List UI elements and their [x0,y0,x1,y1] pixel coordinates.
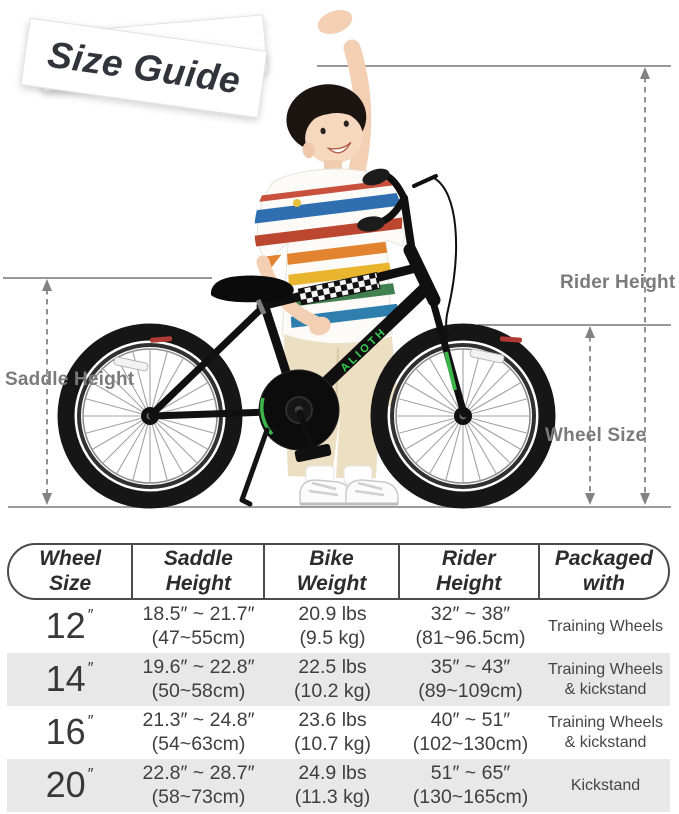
table-row: 20 ″ 22.8″ ~ 28.7″ (58~73cm) 24.9 lbs (11… [7,759,670,812]
rider-height-value: 32″ ~ 38″ (81~96.5cm) [415,602,526,649]
table-row: 14 ″ 19.6″ ~ 22.8″ (50~58cm) 22.5 lbs (10… [7,653,670,706]
child-ear [302,142,315,159]
saddle-height-value: 21.3″ ~ 24.8″ (54~63cm) [142,708,255,755]
page-title: Size Guide [45,33,244,102]
inch-mark: ″ [87,713,94,730]
wheel-size-value: 16 ″ [45,711,94,752]
header-rider-height: Rider Height [400,545,540,598]
handlebar-grip [357,216,385,232]
packaged-with-value: Training Wheels [547,617,663,635]
tire-logo [499,336,522,343]
checkered-decal [297,271,381,306]
shirt-badge [293,199,301,207]
saddle-height-label: Saddle Height [5,369,135,390]
packaged-with-value: Training Wheels & kickstand [547,660,663,698]
child-figure [247,9,417,506]
front-reflector [469,348,505,364]
table-row: 12 ″ 18.5″ ~ 21.7″ (47~55cm) 20.9 lbs (9.… [7,600,670,653]
pedal [294,443,332,463]
chain-guard-accent [260,397,274,436]
child-shoes [299,479,399,506]
size-table-header: Wheel Size Saddle Height Bike Weight Rid… [7,543,670,600]
fork-accent [444,351,457,391]
measure-arrowheads [42,67,650,505]
kickstand [239,427,270,507]
rider-height-value: 51″ ~ 65″ (130~165cm) [412,761,529,808]
size-table: Wheel Size Saddle Height Bike Weight Rid… [7,543,670,812]
rider-height-label: Rider Height [560,272,676,293]
inch-mark: ″ [87,660,94,677]
header-bike-weight: Bike Weight [265,545,400,598]
packaged-with-value: Kickstand [570,776,641,794]
inch-mark: ″ [87,607,94,624]
wheel-size-value: 20 ″ [45,764,94,805]
header-packaged-with: Packaged with [554,546,653,595]
bike-weight-value: 24.9 lbs (11.3 kg) [294,761,371,808]
dashed-measure-lines [46,77,646,496]
child-head [286,84,367,164]
rear-reflector [113,356,149,372]
bike-weight-value: 20.9 lbs (9.5 kg) [298,602,367,649]
wheel-size-value: 14 ″ [45,658,94,699]
table-row: 16 ″ 21.3″ ~ 24.8″ (54~63cm) 23.6 lbs (10… [7,706,670,759]
header-saddle-height: Saddle Height [133,545,266,598]
inch-mark: ″ [87,766,94,783]
saddle-height-value: 18.5″ ~ 21.7″ (47~55cm) [142,602,255,649]
wheel-size-value: 12 ″ [45,605,94,646]
tire-logo [150,336,173,343]
rider-height-value: 40″ ~ 51″ (102~130cm) [412,708,529,755]
saddle-height-value: 22.8″ ~ 28.7″ (58~73cm) [142,761,255,808]
child-smile [326,141,352,154]
wheel-size-label: Wheel Size [545,425,647,446]
bike-weight-value: 23.6 lbs (10.7 kg) [294,708,371,755]
saddle-height-value: 19.6″ ~ 22.8″ (50~58cm) [142,655,255,702]
child-raised-hand [317,9,353,35]
saddle [210,275,294,303]
bike-weight-value: 22.5 lbs (10.2 kg) [294,655,371,702]
header-wheel-size: Wheel Size [9,545,134,598]
rider-height-value: 35″ ~ 43″ (89~109cm) [418,655,523,702]
measurement-lines-layer [3,65,671,508]
child-and-bike-illustration: ALIOTH [0,9,679,520]
handlebar-grip [362,168,390,186]
packaged-with-value: Training Wheels & kickstand [547,713,663,751]
